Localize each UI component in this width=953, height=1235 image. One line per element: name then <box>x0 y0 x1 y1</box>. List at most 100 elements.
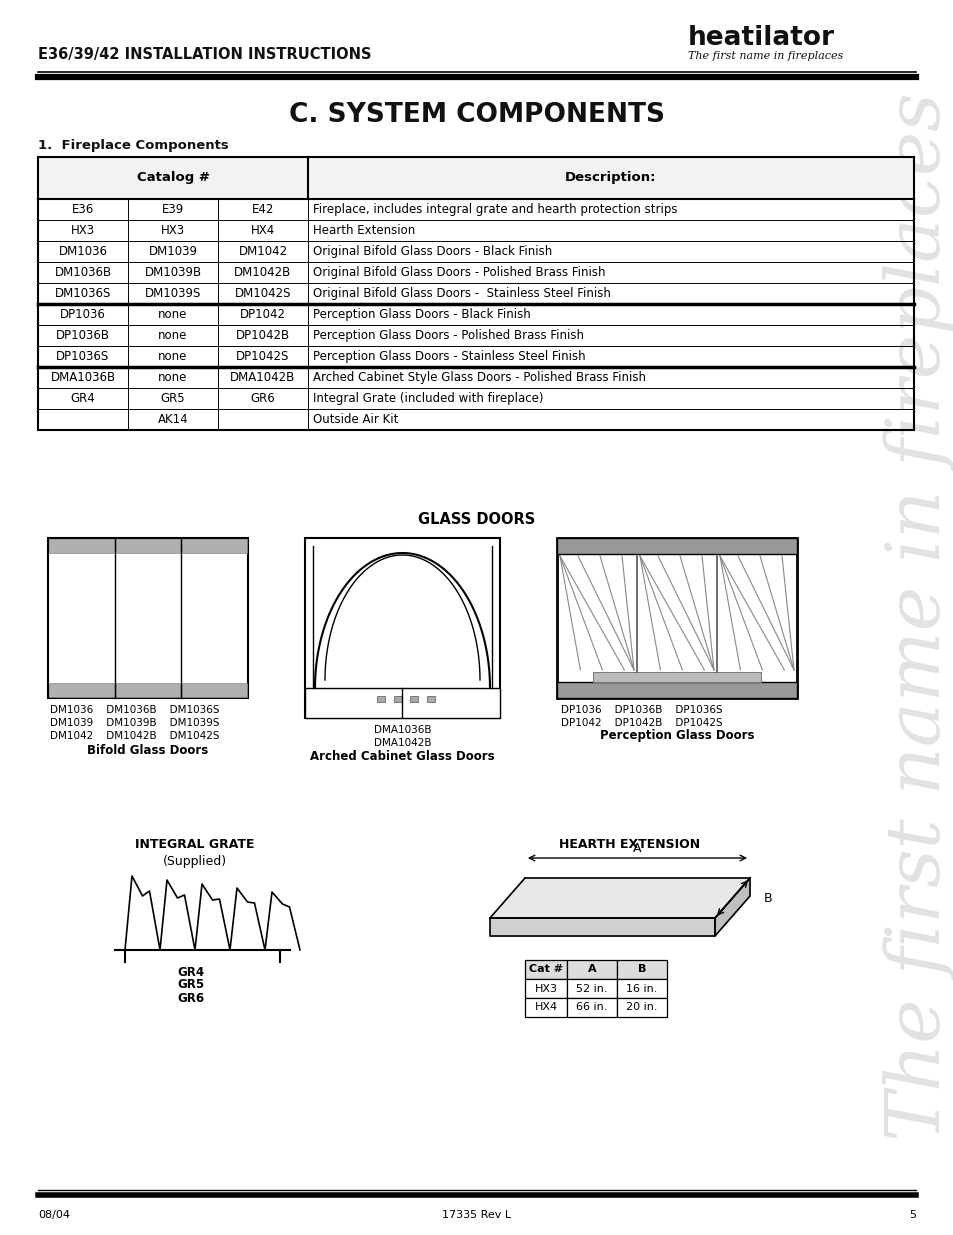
Text: DP1036B: DP1036B <box>56 329 110 342</box>
Bar <box>115 538 180 553</box>
Text: Hearth Extension: Hearth Extension <box>313 224 415 237</box>
Text: Perception Glass Doors: Perception Glass Doors <box>599 730 754 742</box>
Text: Catalog #: Catalog # <box>136 172 210 184</box>
Text: Original Bifold Glass Doors - Polished Brass Finish: Original Bifold Glass Doors - Polished B… <box>313 266 605 279</box>
Text: Outside Air Kit: Outside Air Kit <box>313 412 398 426</box>
Text: DM1039S: DM1039S <box>145 287 201 300</box>
Bar <box>48 538 248 698</box>
Text: DM1036S: DM1036S <box>54 287 112 300</box>
Text: DM1042S: DM1042S <box>234 287 291 300</box>
Text: 16 in.: 16 in. <box>626 983 657 993</box>
Text: 5: 5 <box>908 1210 915 1220</box>
Text: Original Bifold Glass Doors - Black Finish: Original Bifold Glass Doors - Black Fini… <box>313 245 552 258</box>
Bar <box>427 697 435 701</box>
Text: none: none <box>158 370 188 384</box>
Text: Original Bifold Glass Doors -  Stainless Steel Finish: Original Bifold Glass Doors - Stainless … <box>313 287 610 300</box>
Text: DM1039: DM1039 <box>149 245 197 258</box>
Text: DP1042B: DP1042B <box>235 329 290 342</box>
Text: Perception Glass Doors - Polished Brass Finish: Perception Glass Doors - Polished Brass … <box>313 329 583 342</box>
Text: DMA1036B: DMA1036B <box>51 370 115 384</box>
Text: DM1036    DM1036B    DM1036S: DM1036 DM1036B DM1036S <box>50 705 219 715</box>
Text: GLASS DOORS: GLASS DOORS <box>418 513 535 527</box>
Text: 17335 Rev L: 17335 Rev L <box>442 1210 511 1220</box>
Text: DM1042: DM1042 <box>238 245 287 258</box>
Bar <box>377 697 385 701</box>
Polygon shape <box>714 878 749 936</box>
Text: DM1036: DM1036 <box>58 245 108 258</box>
Text: Arched Cabinet Glass Doors: Arched Cabinet Glass Doors <box>310 750 495 762</box>
Bar <box>557 538 796 698</box>
Text: HX3: HX3 <box>161 224 185 237</box>
Bar <box>524 979 566 998</box>
Bar <box>617 979 666 998</box>
Text: E36: E36 <box>71 203 94 216</box>
Bar <box>566 960 617 979</box>
Text: DP1036    DP1036B    DP1036S: DP1036 DP1036B DP1036S <box>560 705 721 715</box>
Bar <box>557 682 796 698</box>
Text: B: B <box>638 965 645 974</box>
Text: INTEGRAL GRATE: INTEGRAL GRATE <box>135 839 254 851</box>
Text: The first name in fireplaces: The first name in fireplaces <box>687 51 842 61</box>
Text: DP1042: DP1042 <box>240 308 286 321</box>
Bar <box>593 672 760 682</box>
Text: The first name in fireplaces: The first name in fireplaces <box>882 93 953 1141</box>
Text: DM1042    DM1042B    DM1042S: DM1042 DM1042B DM1042S <box>50 731 219 741</box>
Text: HX4: HX4 <box>534 1003 557 1013</box>
Text: (Supplied): (Supplied) <box>163 855 227 867</box>
Polygon shape <box>490 878 749 918</box>
Bar <box>49 683 113 697</box>
Text: Integral Grate (included with fireplace): Integral Grate (included with fireplace) <box>313 391 543 405</box>
Polygon shape <box>490 918 714 936</box>
Bar <box>557 538 796 555</box>
Text: DM1042B: DM1042B <box>234 266 292 279</box>
Bar <box>566 979 617 998</box>
Text: DP1042    DP1042B    DP1042S: DP1042 DP1042B DP1042S <box>560 718 721 727</box>
Text: B: B <box>763 892 772 904</box>
Text: HX4: HX4 <box>251 224 274 237</box>
Text: DM1036B: DM1036B <box>54 266 112 279</box>
Text: 1.  Fireplace Components: 1. Fireplace Components <box>38 138 229 152</box>
Text: HX3: HX3 <box>71 224 95 237</box>
Bar <box>305 688 499 718</box>
Text: DP1036: DP1036 <box>60 308 106 321</box>
Text: A: A <box>587 965 596 974</box>
Bar <box>49 538 113 553</box>
Text: GR4: GR4 <box>71 391 95 405</box>
Text: Description:: Description: <box>565 172 656 184</box>
Text: 20 in.: 20 in. <box>625 1003 657 1013</box>
Text: C. SYSTEM COMPONENTS: C. SYSTEM COMPONENTS <box>289 103 664 128</box>
Text: GR5: GR5 <box>160 391 185 405</box>
Text: Perception Glass Doors - Black Finish: Perception Glass Doors - Black Finish <box>313 308 530 321</box>
Text: Bifold Glass Doors: Bifold Glass Doors <box>88 743 209 757</box>
Text: 66 in.: 66 in. <box>576 1003 607 1013</box>
Bar <box>395 697 402 701</box>
Text: HX3: HX3 <box>534 983 557 993</box>
Text: Perception Glass Doors - Stainless Steel Finish: Perception Glass Doors - Stainless Steel… <box>313 350 585 363</box>
Text: DMA1036B: DMA1036B <box>374 725 431 735</box>
Text: DMA1042B: DMA1042B <box>230 370 295 384</box>
Text: DP1042S: DP1042S <box>236 350 290 363</box>
Text: none: none <box>158 329 188 342</box>
Bar <box>38 157 913 199</box>
Bar <box>182 538 247 553</box>
Bar <box>182 683 247 697</box>
Text: Arched Cabinet Style Glass Doors - Polished Brass Finish: Arched Cabinet Style Glass Doors - Polis… <box>313 370 645 384</box>
Bar <box>524 960 566 979</box>
Text: E39: E39 <box>162 203 184 216</box>
Text: A: A <box>632 841 640 855</box>
Text: GR4: GR4 <box>177 966 204 978</box>
Text: DP1036S: DP1036S <box>56 350 110 363</box>
Text: AK14: AK14 <box>157 412 188 426</box>
Text: Fireplace, includes integral grate and hearth protection strips: Fireplace, includes integral grate and h… <box>313 203 677 216</box>
Bar <box>617 998 666 1016</box>
Bar <box>566 998 617 1016</box>
Text: HEARTH EXTENSION: HEARTH EXTENSION <box>558 839 700 851</box>
Text: DM1039B: DM1039B <box>144 266 201 279</box>
Bar <box>305 538 499 718</box>
Text: 52 in.: 52 in. <box>576 983 607 993</box>
Text: E42: E42 <box>252 203 274 216</box>
Bar <box>617 960 666 979</box>
Text: E36/39/42 INSTALLATION INSTRUCTIONS: E36/39/42 INSTALLATION INSTRUCTIONS <box>38 47 371 63</box>
Text: none: none <box>158 350 188 363</box>
Bar <box>410 697 418 701</box>
